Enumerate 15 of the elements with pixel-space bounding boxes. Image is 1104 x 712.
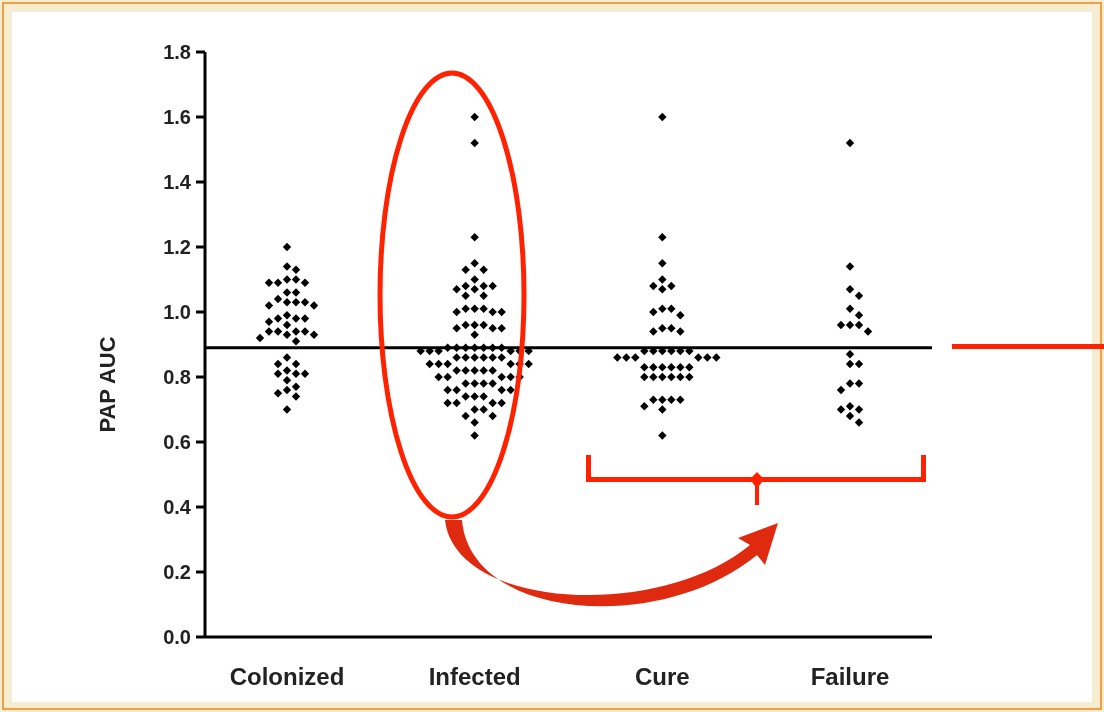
x-tick-label: Infected (428, 663, 521, 690)
y-tick-label: 1.4 (163, 171, 192, 193)
x-tick-label: Colonized (229, 663, 345, 690)
y-tick-label: 0.8 (163, 366, 191, 388)
y-tick-label: 0.4 (163, 496, 192, 518)
y-tick-label: 0.6 (163, 431, 191, 453)
y-axis-title: PAP AUC (95, 336, 120, 433)
y-tick-label: 1.0 (163, 301, 191, 323)
y-tick-label: 0.0 (163, 626, 191, 648)
y-tick-label: 0.2 (163, 561, 191, 583)
y-tick-label: 1.8 (163, 41, 191, 63)
y-tick-label: 1.2 (163, 236, 191, 258)
y-tick-label: 1.6 (163, 106, 191, 128)
x-tick-label: Cure (634, 663, 690, 690)
x-tick-label: Failure (810, 663, 890, 690)
